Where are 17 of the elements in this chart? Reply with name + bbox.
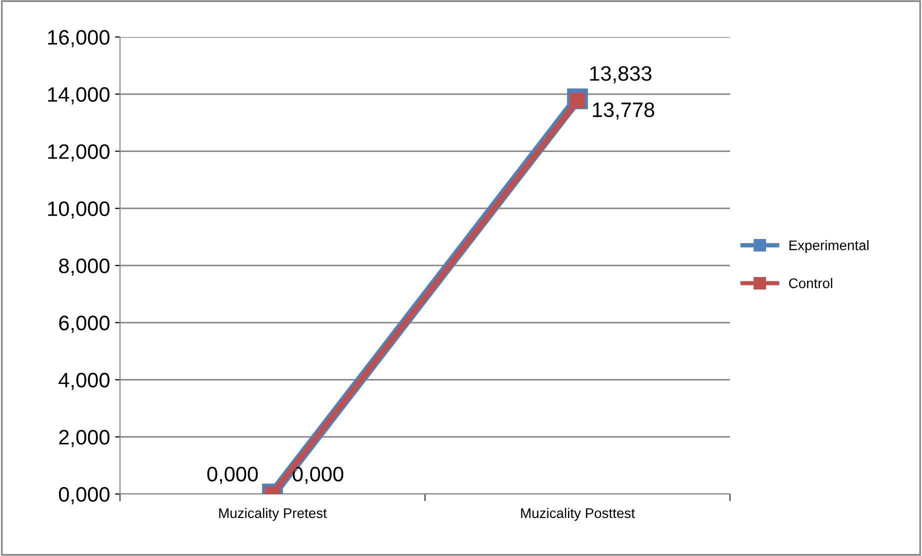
y-tick-label: 8,000 [59, 258, 110, 276]
y-tick-label: 2,000 [59, 430, 110, 448]
data-label: 13,778 [592, 102, 654, 120]
y-tick-label: 16,000 [48, 30, 110, 48]
y-tick-label: 10,000 [48, 201, 110, 219]
data-label: 13,833 [590, 66, 652, 84]
y-tick-label: 14,000 [48, 87, 110, 104]
y-tick-label: 4,000 [58, 372, 110, 390]
data-label: 0,000 [292, 466, 344, 484]
data-label: 0,000 [207, 466, 258, 484]
legend-label: Experimental [789, 240, 868, 253]
y-tick-label: 12,000 [48, 144, 110, 162]
x-tick-label: Muzicality Posttest [521, 508, 635, 521]
x-tick-label: Muzicality Pretest [219, 508, 327, 521]
y-tick-label: 6,000 [59, 316, 110, 333]
y-tick-label: 0,000 [58, 487, 110, 504]
legend-label: Control [789, 278, 832, 288]
